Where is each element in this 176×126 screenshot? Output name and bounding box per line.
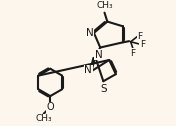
- Text: N: N: [86, 28, 93, 38]
- Text: O: O: [46, 102, 54, 112]
- Text: CH₃: CH₃: [35, 115, 52, 123]
- Text: F: F: [130, 49, 136, 58]
- Text: F: F: [140, 40, 145, 49]
- Text: CH₃: CH₃: [96, 1, 113, 10]
- Text: S: S: [100, 84, 107, 94]
- Text: N: N: [95, 50, 103, 60]
- Text: N: N: [84, 65, 92, 75]
- Text: F: F: [137, 32, 142, 41]
